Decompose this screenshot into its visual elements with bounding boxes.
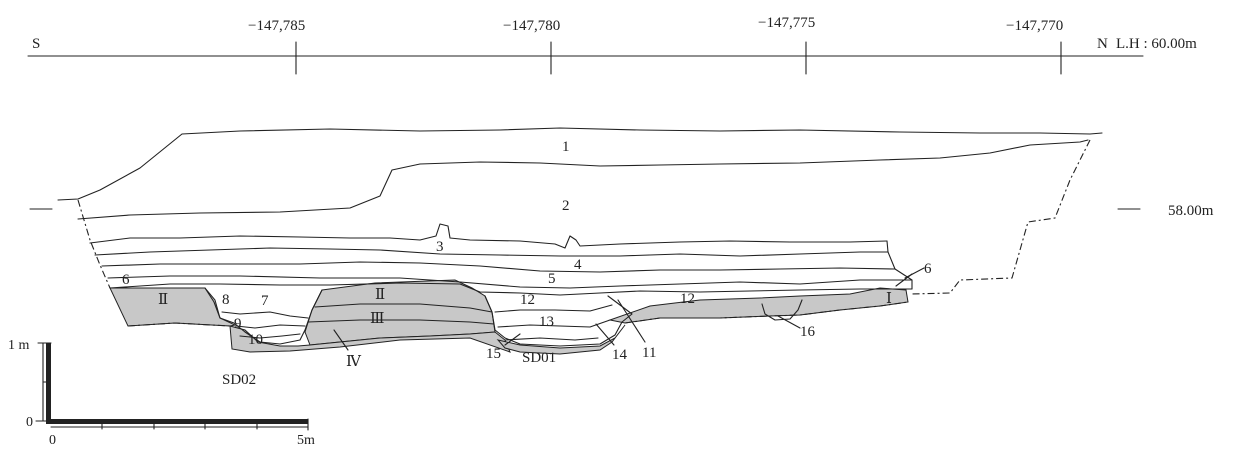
feature-sd01-label: SD01 (522, 350, 556, 366)
sd01-inner-1 (494, 304, 613, 313)
layer-6-left-label: 6 (122, 272, 130, 288)
leader-14 (595, 323, 615, 346)
layer-5-label: 5 (548, 271, 556, 287)
layer-7-label: 7 (261, 293, 269, 309)
coordinate-header: S N L.H : 60.00m −147,785 −147,780 −147,… (27, 15, 1197, 75)
scale-5m-label: 5m (297, 433, 315, 448)
layer-2-label: 2 (562, 198, 570, 214)
elevation-label: 58.00m (1168, 203, 1214, 219)
stratum-II-left-label: Ⅱ (158, 292, 168, 308)
coord-label-785: −147,785 (248, 18, 305, 34)
layer-6-base (109, 282, 913, 296)
stratum-labels: Ⅱ Ⅱ Ⅲ Ⅳ Ⅰ (158, 287, 892, 370)
layer-12-right-label: 12 (680, 291, 695, 307)
south-label: S (32, 36, 40, 52)
sd01-fill-rim (496, 324, 626, 355)
coord-label-770: −147,770 (1006, 18, 1063, 34)
ground-surface (57, 127, 1103, 201)
layer-15-label: 15 (486, 346, 501, 362)
stratum-IV-label: Ⅳ (346, 354, 362, 370)
layer-labels: 1 2 3 4 5 6 6 7 8 9 10 11 12 12 13 14 15… (122, 139, 932, 363)
sd02-cut (204, 287, 323, 345)
layer-12-left-label: 12 (520, 292, 535, 308)
layer-10-label: 10 (248, 332, 263, 348)
north-label: N (1097, 36, 1108, 52)
stratum-I-right (608, 287, 909, 324)
layer-8-label: 8 (222, 292, 230, 308)
layer-4-5-boundary (101, 261, 896, 273)
leader-11 (617, 299, 646, 343)
gray-strata (109, 279, 909, 355)
layer-3-4-boundary (94, 247, 889, 257)
layer-2-3-boundary (89, 223, 888, 249)
layer-14-label: 14 (612, 347, 628, 363)
scale-1m-label: 1 m (8, 338, 30, 353)
horizontal-scale-bar (46, 419, 308, 424)
layer-13-label: 13 (539, 314, 554, 330)
leader-IV (333, 329, 349, 351)
pit-16 (761, 299, 803, 321)
feature-sd02-label: SD02 (222, 372, 256, 388)
layer-1-label: 1 (562, 139, 570, 155)
scale-zero-horizontal-label: 0 (49, 433, 56, 448)
leader-6-right-b (895, 273, 913, 287)
stratum-III-top (314, 303, 493, 313)
stratum-III-label: Ⅲ (370, 311, 384, 327)
leader-16 (777, 315, 801, 329)
layer-4-label: 4 (574, 257, 582, 273)
scale-bars: 1 m 0 0 5m (8, 338, 315, 448)
leader-lines (333, 267, 925, 351)
leader-15 (504, 333, 521, 346)
stratum-II-center-label: Ⅱ (375, 287, 385, 303)
sd01-inner-3 (504, 337, 599, 341)
layer-1-2-boundary (77, 139, 1089, 220)
layer-16-label: 16 (800, 324, 816, 340)
sd01-inner-2 (497, 319, 611, 328)
level-label: L.H : 60.00m (1116, 36, 1197, 52)
layer-6-right-label: 6 (924, 261, 932, 277)
scale-zero-vertical-label: 0 (26, 415, 33, 430)
right-edge-solid (886, 240, 913, 290)
sd02-inner-1 (221, 311, 309, 319)
right-wall-dashed (911, 139, 1091, 295)
vertical-scale-bar (46, 343, 51, 421)
stratum-III-mid (307, 319, 495, 325)
layer-9-label: 9 (234, 316, 242, 332)
coord-label-780: −147,780 (503, 18, 560, 34)
sd01-cut (484, 295, 633, 347)
stratum-IV (229, 325, 511, 353)
coord-label-775: −147,775 (758, 15, 815, 31)
bottom-dashed (127, 301, 909, 327)
layer-11-label: 11 (642, 345, 656, 361)
left-wall-dashed (77, 199, 111, 289)
stratum-I-label: Ⅰ (886, 291, 892, 307)
sd02-inner-3 (239, 333, 301, 339)
sd02-inner-2 (235, 324, 306, 329)
layer-5-6-boundary (107, 275, 913, 289)
layer-3-label: 3 (436, 239, 444, 255)
section-lines (57, 127, 1103, 347)
